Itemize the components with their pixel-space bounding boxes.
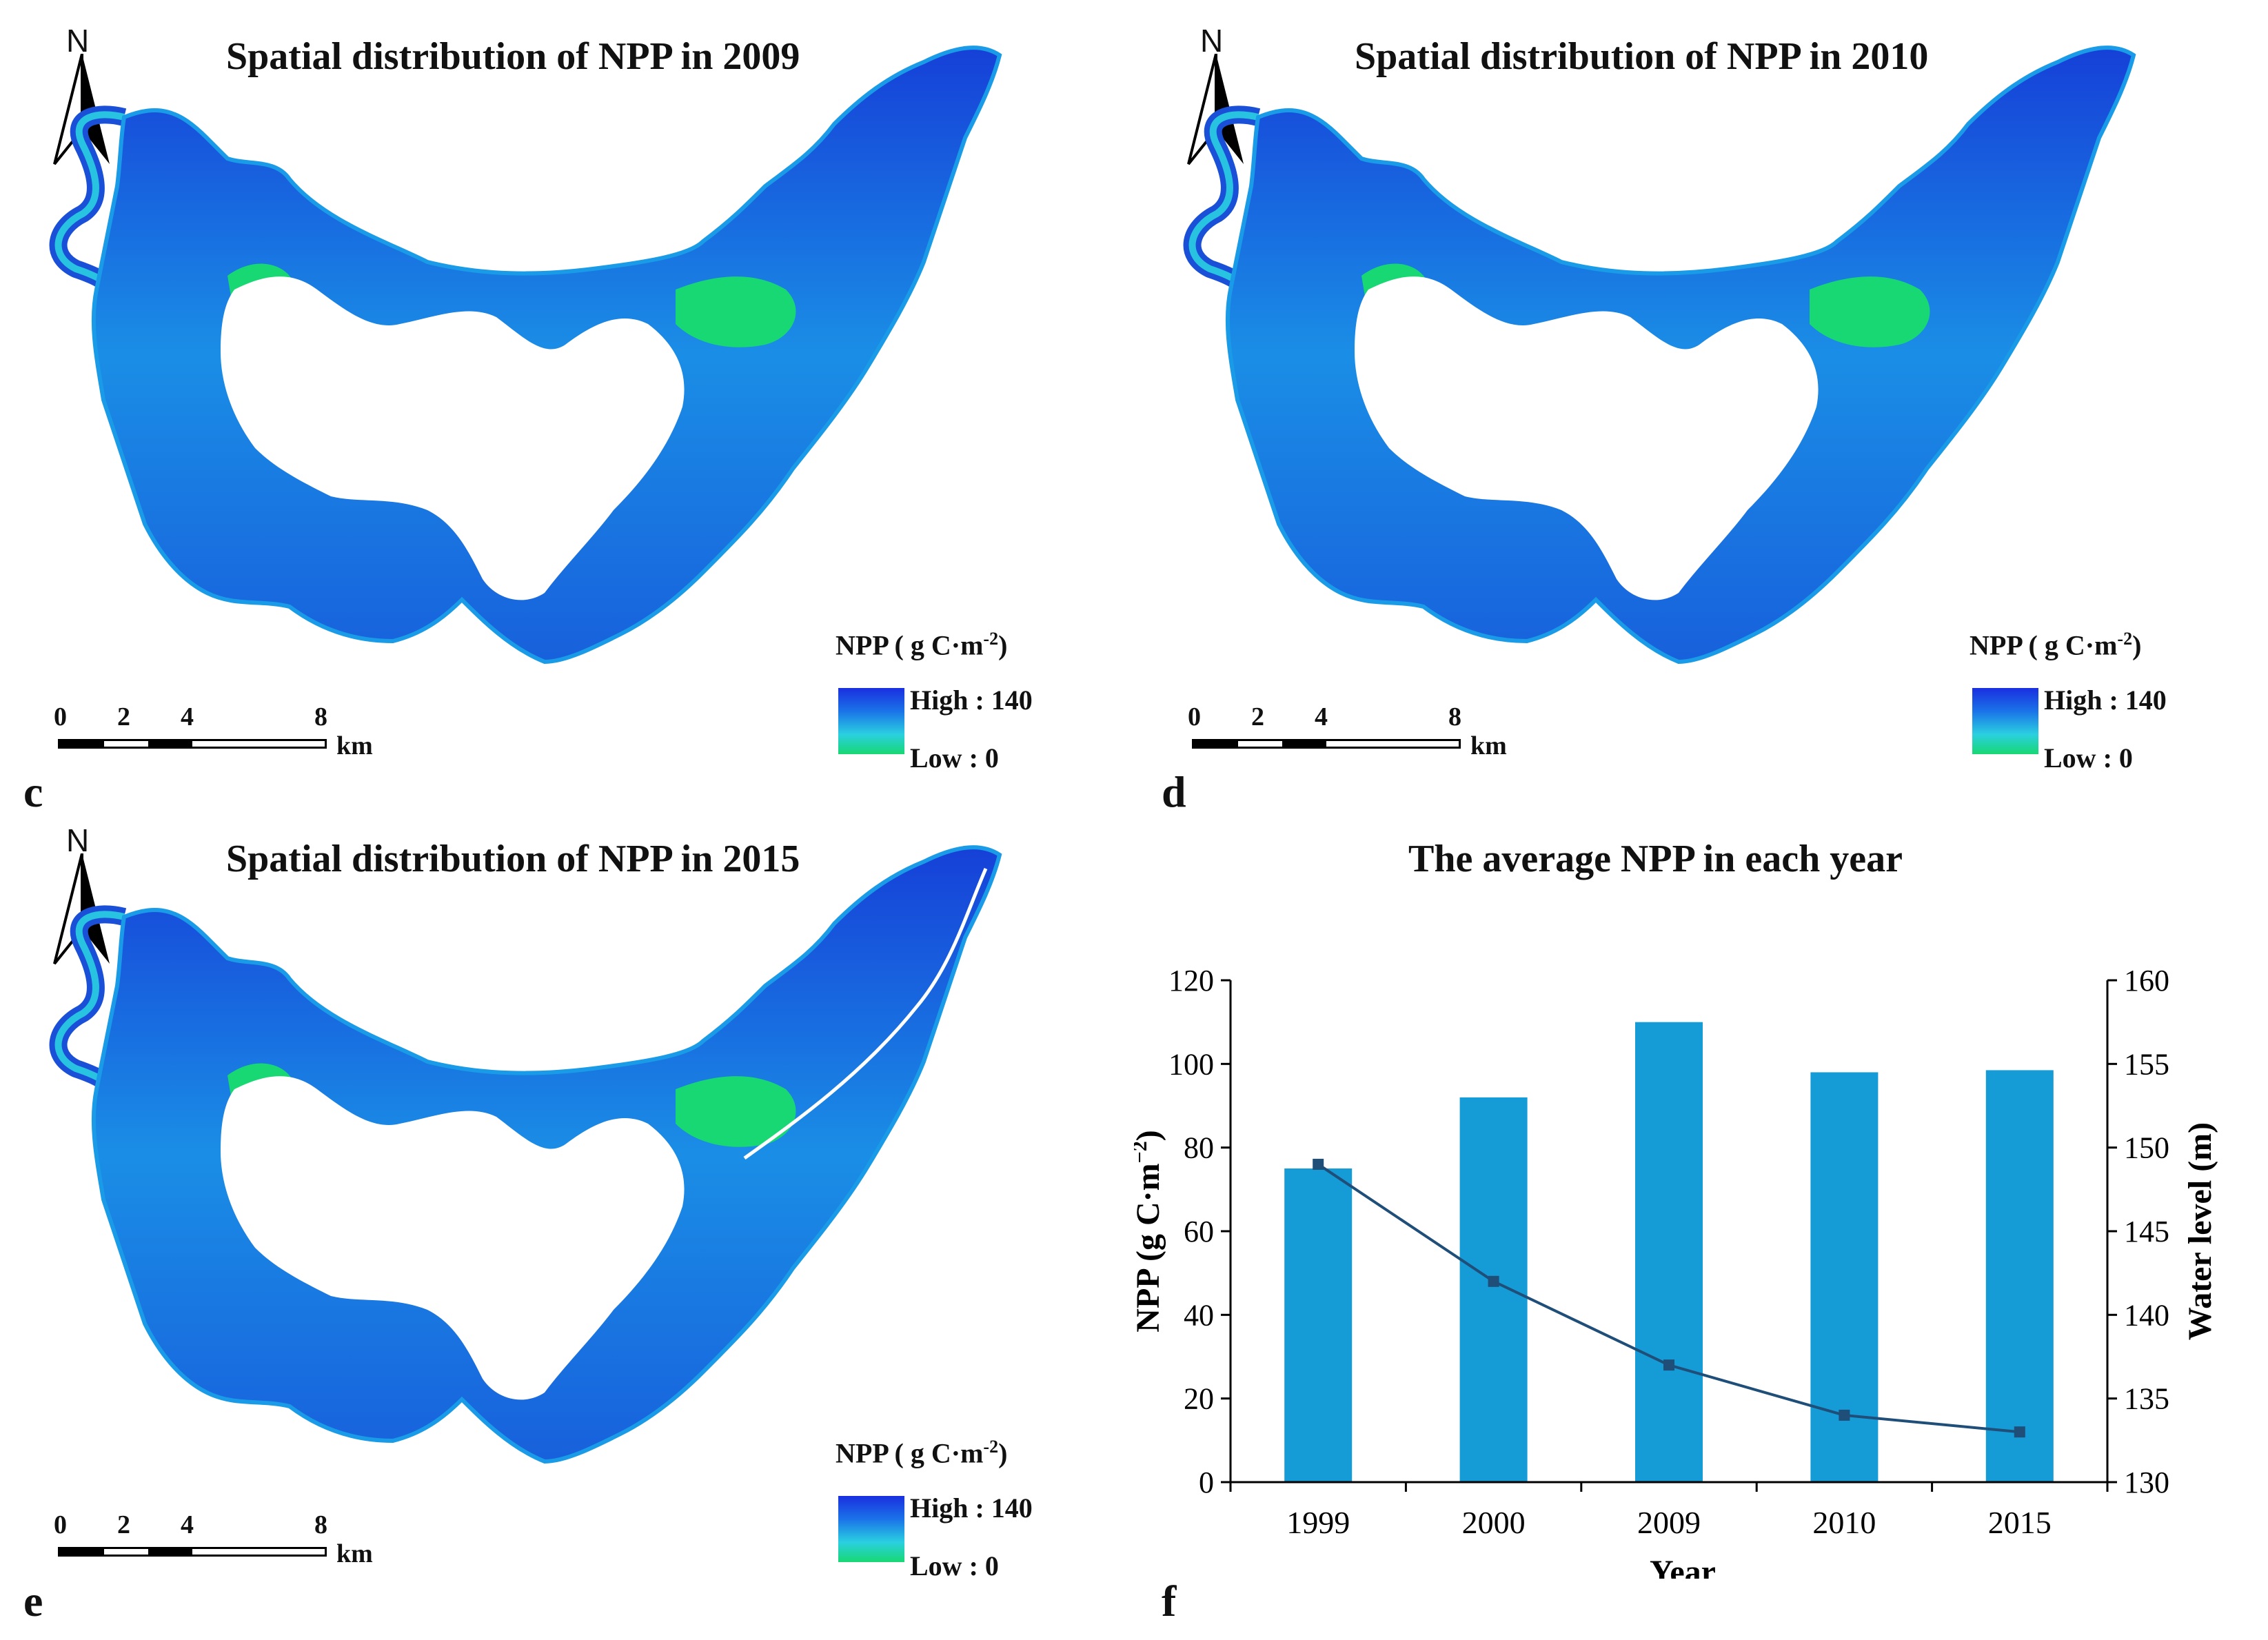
panel-letter: f — [1162, 1577, 1177, 1626]
panel-d: N Spatial distribution of NPP in 2010 NP… — [1134, 0, 2268, 820]
scale-tick: 4 — [181, 1510, 194, 1539]
chart-title: The average NPP in each year — [1408, 838, 1903, 880]
panel-title: Spatial distribution of NPP in 2010 — [1355, 35, 1929, 78]
scale-tick: 0 — [54, 1510, 67, 1539]
y-tick-label: 40 — [1184, 1298, 1214, 1332]
y2-tick-label: 140 — [2124, 1298, 2169, 1332]
legend-color-ramp — [1972, 688, 2038, 754]
scale-tick: 8 — [1448, 702, 1461, 731]
x-tick-label: 2000 — [1462, 1505, 1526, 1540]
north-label: N — [66, 23, 90, 59]
scale-tick: 2 — [117, 1510, 130, 1539]
panel-letter: e — [23, 1577, 43, 1626]
bar-1999 — [1284, 1168, 1353, 1482]
legend-high: High : 140 — [910, 1492, 1033, 1523]
x-axis-title: Year — [1650, 1554, 1716, 1579]
legend-low: Low : 0 — [910, 1550, 999, 1581]
scale-unit: km — [336, 1539, 373, 1568]
scale-tick: 0 — [1188, 702, 1201, 731]
panel-letter: c — [23, 767, 43, 816]
bar-2015 — [1985, 1070, 2054, 1482]
scale-unit: km — [336, 731, 373, 760]
scale-tick: 0 — [54, 702, 67, 731]
legend-title: NPP ( g C·m-2) — [836, 629, 1008, 661]
water-level-point-2010 — [1839, 1409, 1850, 1421]
water-level-point-2000 — [1488, 1275, 1499, 1287]
north-label: N — [1200, 23, 1224, 59]
legend-title: NPP ( g C·m-2) — [836, 1437, 1008, 1469]
x-tick-label: 2015 — [1988, 1505, 2052, 1540]
legend-color-ramp — [838, 688, 904, 754]
y2-tick-label: 155 — [2124, 1047, 2169, 1081]
legend-color-ramp — [838, 1496, 904, 1562]
y-tick-label: 120 — [1168, 964, 1214, 998]
bar-2000 — [1459, 1097, 1528, 1482]
y2-axis-title: Water level (m) — [2182, 1122, 2218, 1340]
panel-letter: d — [1162, 767, 1186, 816]
x-tick-label: 1999 — [1286, 1505, 1350, 1540]
y2-tick-label: 160 — [2124, 964, 2169, 998]
y-tick-label: 0 — [1199, 1466, 1214, 1499]
scale-tick: 8 — [314, 702, 327, 731]
legend-high: High : 140 — [2044, 685, 2167, 716]
scale-tick: 8 — [314, 1510, 327, 1539]
legend-title: NPP ( g C·m-2) — [1970, 629, 2142, 661]
panel-title: Spatial distribution of NPP in 2015 — [226, 838, 800, 880]
water-level-point-2009 — [1663, 1359, 1674, 1371]
y2-tick-label: 150 — [2124, 1131, 2169, 1165]
y-tick-label: 100 — [1168, 1047, 1214, 1081]
scale-tick: 2 — [1251, 702, 1264, 731]
bar-2009 — [1635, 1022, 1703, 1482]
panel-f: The average NPP in each year 0 20 40 60 80 10… — [1134, 820, 2268, 1640]
scale-unit: km — [1470, 731, 1507, 760]
y2-tick-label: 145 — [2124, 1215, 2169, 1248]
npp-bar-chart: 0 20 40 60 80 100 120 130 135 140 145 150 155 160 1999… — [1134, 964, 2218, 1579]
y2-tick-label: 130 — [2124, 1466, 2169, 1499]
y-axis-title: NPP (g C·m−2) — [1134, 1130, 1166, 1332]
legend-low: Low : 0 — [2044, 742, 2133, 773]
legend-low: Low : 0 — [910, 742, 999, 773]
north-label: N — [66, 822, 90, 858]
scale-tick: 2 — [117, 702, 130, 731]
panel-c: N Spatial distribution of NPP in 2009 NP… — [0, 0, 1134, 820]
scale-tick: 4 — [1315, 702, 1328, 731]
legend-high: High : 140 — [910, 685, 1033, 716]
y-tick-label: 20 — [1184, 1382, 1214, 1416]
y2-tick-label: 135 — [2124, 1382, 2169, 1416]
x-tick-label: 2009 — [1637, 1505, 1701, 1540]
npp-map-2015 — [0, 800, 1103, 1558]
water-level-point-1999 — [1313, 1158, 1324, 1170]
scale-tick: 4 — [181, 702, 194, 731]
x-tick-label: 2010 — [1812, 1505, 1876, 1540]
panel-e: N Spatial distribution of NPP in 2015 NP… — [0, 820, 1134, 1640]
y-tick-label: 80 — [1184, 1131, 1214, 1165]
water-level-point-2015 — [2014, 1426, 2025, 1438]
panel-title: Spatial distribution of NPP in 2009 — [226, 35, 800, 78]
y-tick-label: 60 — [1184, 1215, 1214, 1248]
